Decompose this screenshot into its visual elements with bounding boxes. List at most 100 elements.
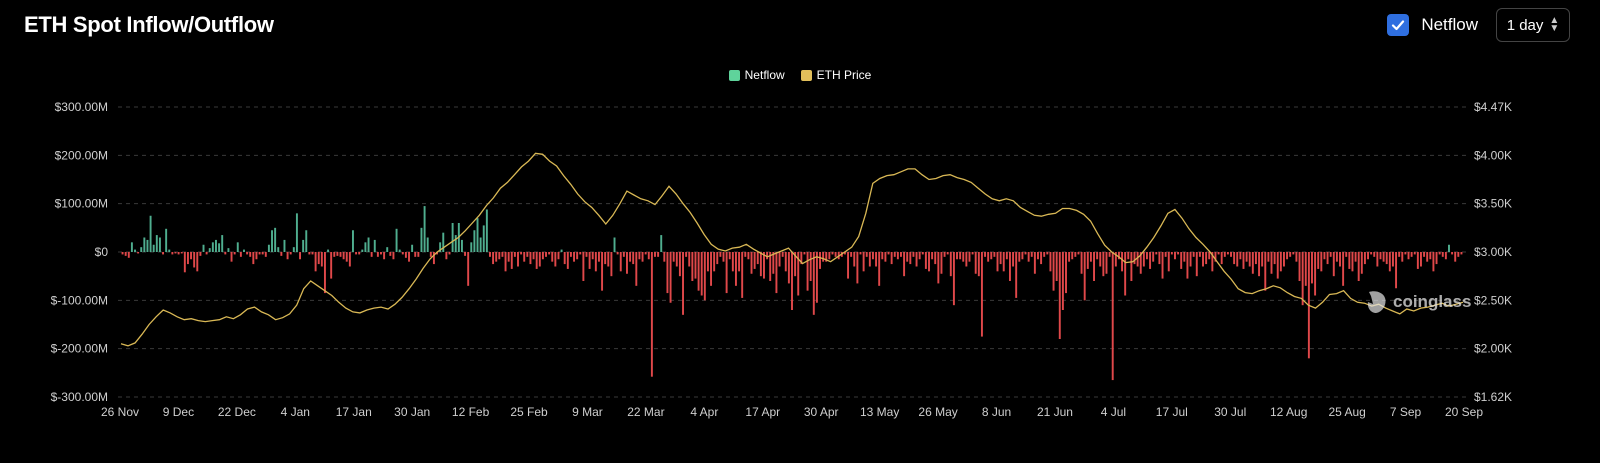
netflow-bar: [1345, 252, 1348, 257]
netflow-bar: [1398, 252, 1401, 257]
netflow-bar: [1401, 252, 1404, 262]
x-axis-tick: 8 Jun: [982, 405, 1011, 419]
netflow-bar: [554, 252, 557, 267]
netflow-bar: [249, 252, 252, 257]
netflow-bar: [535, 252, 538, 269]
x-axis-tick: 30 Jul: [1214, 405, 1246, 419]
legend-item-eth-price[interactable]: ETH Price: [800, 68, 872, 82]
netflow-bar: [386, 247, 389, 252]
netflow-bar: [277, 247, 280, 252]
netflow-bar: [1186, 252, 1189, 279]
right-axis-tick: $3.50K: [1474, 197, 1512, 211]
netflow-bar: [1192, 252, 1195, 257]
x-axis-tick: 17 Apr: [745, 405, 780, 419]
netflow-bar: [1139, 252, 1142, 274]
legend-label-netflow: Netflow: [744, 68, 785, 82]
netflow-bar: [1267, 252, 1270, 262]
netflow-bar: [990, 252, 993, 260]
netflow-bar: [971, 252, 974, 255]
left-axis-tick: $0: [95, 245, 109, 259]
netflow-bar: [1030, 252, 1033, 257]
netflow-bar: [862, 252, 865, 272]
netflow-bar: [289, 252, 292, 255]
netflow-bar: [479, 237, 482, 252]
interval-select[interactable]: 1 day ▲ ▼: [1496, 8, 1570, 42]
netflow-bar: [959, 252, 962, 260]
netflow-bar: [489, 252, 491, 257]
netflow-bar: [149, 215, 152, 252]
netflow-bar: [432, 252, 435, 265]
netflow-bar: [1460, 252, 1463, 255]
netflow-bar: [202, 244, 205, 252]
netflow-bar: [722, 252, 725, 262]
netflow-bar: [856, 252, 859, 284]
netflow-bar: [629, 252, 632, 262]
netflow-bar: [1282, 252, 1285, 267]
netflow-bar: [1136, 252, 1139, 267]
netflow-bar: [501, 252, 504, 257]
netflow-bar: [906, 252, 909, 262]
coinglass-watermark: coinglass: [1365, 290, 1471, 314]
netflow-bar: [1220, 252, 1223, 265]
netflow-bar: [573, 252, 576, 262]
netflow-bar: [1214, 252, 1217, 262]
netflow-bar: [208, 248, 211, 252]
left-axis-tick: $200.00M: [55, 148, 108, 162]
netflow-checkbox[interactable]: [1387, 14, 1410, 36]
netflow-bar: [806, 252, 809, 291]
legend-label-eth-price: ETH Price: [816, 68, 872, 82]
netflow-bar: [1099, 252, 1102, 267]
netflow-bar: [243, 249, 245, 252]
netflow-bar: [414, 252, 417, 257]
netflow-bar: [221, 235, 224, 252]
netflow-bar: [756, 252, 759, 265]
right-axis-tick: $4.00K: [1474, 148, 1512, 162]
netflow-bar: [1314, 252, 1317, 296]
netflow-bar: [875, 252, 878, 267]
netflow-bar: [1161, 252, 1164, 279]
netflow-bar: [526, 252, 529, 257]
netflow-bar: [1008, 252, 1011, 281]
netflow-bar: [1198, 252, 1201, 257]
netflow-bar: [1174, 252, 1176, 260]
netflow-bar: [753, 252, 756, 269]
netflow-bar: [224, 252, 227, 255]
netflow-bar: [320, 252, 323, 267]
netflow-bar: [703, 252, 706, 301]
netflow-bar: [314, 252, 317, 272]
netflow-bar: [697, 252, 700, 291]
netflow-bar: [451, 223, 454, 252]
netflow-bar: [1348, 252, 1351, 269]
netflow-bar: [476, 218, 479, 252]
netflow-bar: [264, 252, 267, 257]
netflow-bar: [868, 252, 871, 267]
netflow-bar: [1043, 252, 1046, 257]
netflow-bar: [999, 252, 1002, 265]
netflow-bar: [1407, 252, 1410, 260]
netflow-bar: [734, 252, 737, 286]
netflow-bar: [323, 252, 326, 294]
netflow-bar: [996, 252, 999, 272]
legend-item-netflow[interactable]: Netflow: [728, 68, 785, 82]
netflow-bar: [445, 252, 448, 260]
netflow-bar: [638, 252, 641, 260]
netflow-bar: [1002, 252, 1005, 272]
netflow-bar: [532, 252, 535, 260]
netflow-bar: [594, 252, 597, 272]
netflow-bar: [1108, 252, 1111, 257]
netflow-bar: [710, 252, 713, 286]
netflow-bar: [411, 244, 414, 252]
netflow-bar: [1024, 252, 1027, 255]
checkmark-icon: [1392, 20, 1405, 31]
netflow-bar: [252, 252, 255, 265]
netflow-bar: [1426, 252, 1429, 262]
netflow-bar: [523, 252, 526, 262]
x-axis-tick: 17 Jan: [336, 405, 372, 419]
netflow-bar: [1239, 252, 1242, 260]
netflow-bar: [672, 252, 675, 262]
netflow-bar: [952, 252, 955, 306]
netflow-bar: [831, 252, 834, 255]
netflow-bar: [308, 252, 311, 255]
netflow-bar: [809, 252, 812, 281]
netflow-bar: [949, 252, 952, 277]
